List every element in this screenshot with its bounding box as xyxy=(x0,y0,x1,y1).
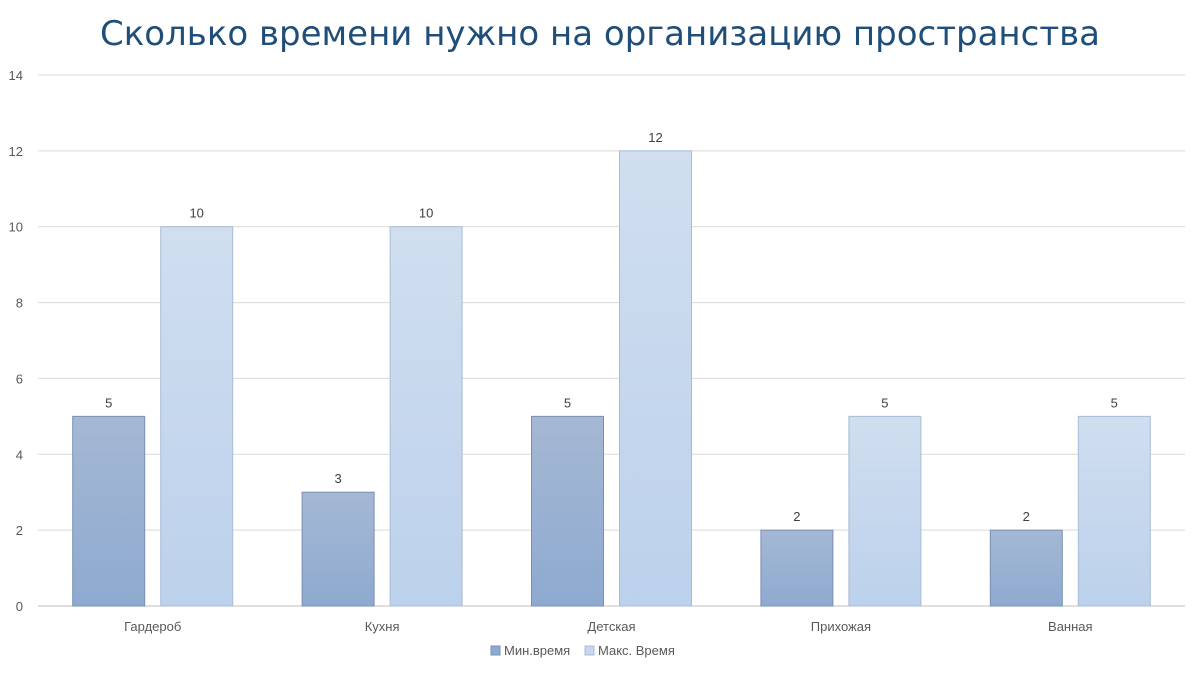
bar xyxy=(531,415,604,607)
data-label: 5 xyxy=(105,395,112,410)
bar xyxy=(848,415,922,607)
bar xyxy=(389,226,463,607)
bar xyxy=(1077,415,1151,607)
y-tick-label: 12 xyxy=(9,144,23,159)
data-label: 2 xyxy=(1023,509,1030,524)
bar xyxy=(760,529,834,607)
bar xyxy=(301,491,375,607)
bar xyxy=(160,226,234,607)
y-tick-label: 10 xyxy=(9,220,23,235)
chart-title: Сколько времени нужно на организацию про… xyxy=(99,14,1101,54)
x-tick-label: Детская xyxy=(587,619,635,634)
x-tick-label: Прихожая xyxy=(811,619,871,634)
y-tick-label: 14 xyxy=(9,68,23,83)
legend-swatch xyxy=(584,645,595,656)
data-label: 2 xyxy=(793,509,800,524)
y-tick-label: 0 xyxy=(16,599,23,614)
y-tick-label: 8 xyxy=(16,296,23,311)
legend-label: Мин.время xyxy=(504,643,570,658)
bar xyxy=(72,415,146,607)
x-tick-label: Ванная xyxy=(1048,619,1093,634)
legend-label: Макс. Время xyxy=(598,643,675,658)
data-label: 10 xyxy=(189,206,203,221)
data-label: 10 xyxy=(419,206,433,221)
legend-swatch xyxy=(490,645,501,656)
data-label: 12 xyxy=(648,130,662,145)
bar xyxy=(619,150,692,607)
y-tick-label: 4 xyxy=(16,447,23,462)
data-label: 5 xyxy=(1111,395,1118,410)
bar xyxy=(989,529,1063,607)
y-tick-label: 6 xyxy=(16,371,23,386)
x-tick-label: Гардероб xyxy=(124,619,181,634)
x-tick-label: Кухня xyxy=(365,619,400,634)
data-label: 3 xyxy=(334,471,341,486)
y-tick-label: 2 xyxy=(16,523,23,538)
data-label: 5 xyxy=(564,395,571,410)
data-label: 5 xyxy=(881,395,888,410)
